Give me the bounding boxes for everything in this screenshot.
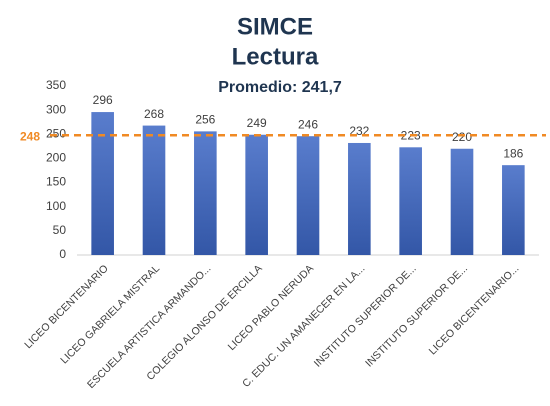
bar-shade bbox=[296, 136, 320, 255]
y-tick-label: 0 bbox=[59, 247, 66, 261]
x-tick-label: LICEO BICENTENARIO... bbox=[427, 263, 522, 358]
data-label: 246 bbox=[298, 117, 318, 131]
bar-shade bbox=[348, 142, 371, 255]
reference-label: 248 bbox=[20, 129, 40, 143]
bar-shade bbox=[91, 112, 114, 256]
y-tick-label: 150 bbox=[46, 175, 66, 189]
average-annotation: Promedio: 241,7 bbox=[218, 79, 342, 96]
bar-shade bbox=[399, 147, 422, 255]
chart-subtitle: Lectura bbox=[232, 43, 319, 70]
bar-shade bbox=[502, 165, 525, 255]
data-label: 220 bbox=[452, 130, 472, 144]
bar-shade bbox=[245, 134, 268, 255]
y-tick-label: 300 bbox=[46, 102, 66, 116]
y-tick-label: 50 bbox=[53, 223, 67, 237]
data-label: 268 bbox=[144, 107, 164, 121]
data-label: 186 bbox=[503, 146, 523, 160]
x-tick-label: INSTITUTO SUPERIOR DE... bbox=[363, 263, 470, 370]
y-tick-label: 350 bbox=[46, 78, 66, 92]
x-tick-label: LICEO BICENTENARIO bbox=[22, 263, 111, 352]
data-label: 249 bbox=[247, 116, 267, 130]
x-tick-label: LICEO GABRIELA MISTRAL bbox=[58, 262, 162, 366]
y-tick-label: 200 bbox=[46, 151, 66, 165]
bar-shade bbox=[142, 125, 166, 255]
x-tick-label: LICEO PABLO NERUDA bbox=[226, 263, 316, 353]
data-label: 296 bbox=[93, 93, 113, 107]
y-tick-label: 100 bbox=[46, 199, 66, 213]
data-label: 256 bbox=[195, 113, 215, 127]
bar-shade bbox=[450, 148, 474, 255]
y-tick-label: 250 bbox=[46, 126, 66, 140]
bar-shade bbox=[194, 131, 217, 255]
x-tick-label: INSTITUTO SUPERIOR DE... bbox=[312, 263, 419, 370]
chart-title: SIMCE bbox=[237, 13, 313, 40]
